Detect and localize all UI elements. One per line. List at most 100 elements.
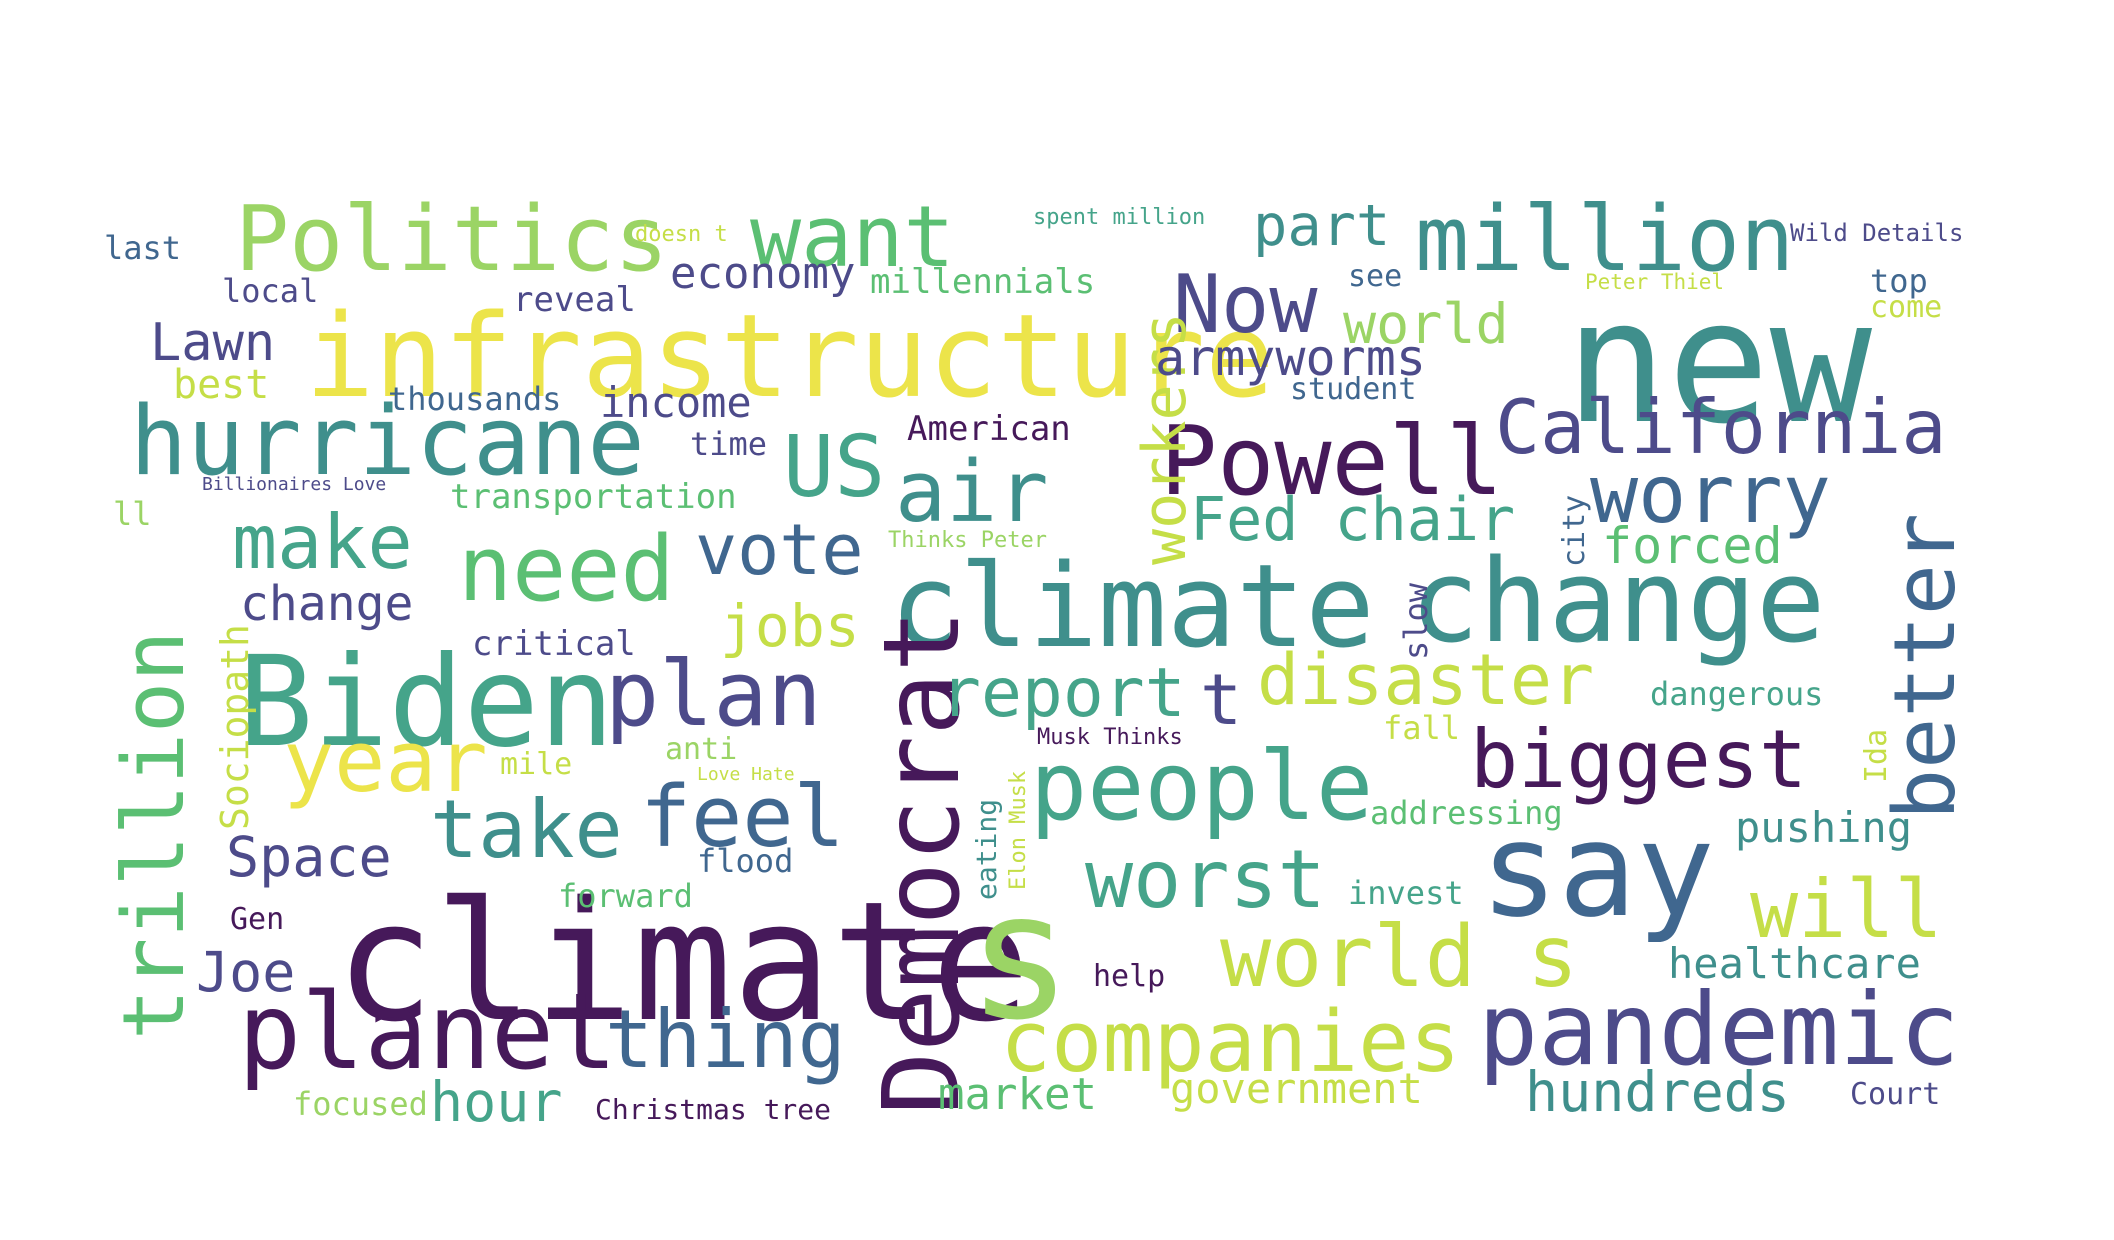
word-time: time — [690, 425, 768, 463]
word-companies: companies — [1000, 993, 1461, 1092]
word-love-hate: Love Hate — [697, 764, 795, 785]
word-report: report — [940, 654, 1186, 733]
word-thing: thing — [605, 993, 846, 1086]
word-mile: mile — [500, 747, 573, 782]
word-take: take — [430, 783, 623, 876]
word-flood: flood — [697, 842, 794, 880]
word-top: top — [1870, 262, 1928, 300]
word-economy: economy — [670, 248, 856, 299]
word-see: see — [1348, 259, 1403, 294]
word-government: government — [1170, 1064, 1423, 1113]
word-transportation: transportation — [450, 477, 737, 517]
word-say: say — [1480, 794, 1715, 946]
word-space: Space — [226, 825, 392, 889]
word-disaster: disaster — [1257, 639, 1595, 721]
word-invest: invest — [1348, 874, 1464, 912]
word-pandemic: pandemic — [1478, 971, 1960, 1088]
word-dangerous: dangerous — [1650, 675, 1824, 713]
word-worry: worry — [1590, 448, 1831, 541]
word-armyworms: armyworms — [1155, 329, 1426, 387]
word-trillion: trillion — [105, 630, 204, 1040]
word-court: Court — [1850, 1077, 1941, 1112]
word-peter-thiel: Peter Thiel — [1585, 270, 1725, 294]
word-us: US — [783, 418, 886, 517]
word-anti: anti — [665, 732, 738, 767]
word-market: market — [938, 1069, 1097, 1120]
word-need: need — [458, 517, 675, 622]
word-sociopath: Sociopath — [213, 624, 257, 830]
word-lawn: Lawn — [150, 313, 276, 373]
word-christmas-tree: Christmas tree — [595, 1093, 832, 1126]
word-american: American — [907, 409, 1071, 449]
word-biggest: biggest — [1470, 713, 1808, 806]
word-now: Now — [1173, 258, 1318, 351]
word-healthcare: healthcare — [1668, 939, 1921, 988]
word-fall: fall — [1383, 709, 1461, 747]
word-t: t — [1200, 659, 1243, 741]
word-politics: Politics — [235, 187, 669, 292]
word-income: income — [600, 378, 752, 427]
word-hour: hour — [430, 1070, 563, 1134]
word-forced: forced — [1602, 517, 1783, 575]
word-biden: Biden — [238, 630, 615, 775]
word-billionaires-love: Billionaires Love — [202, 474, 387, 495]
word-climate: climate — [335, 866, 1031, 1058]
word-forward: forward — [558, 877, 693, 915]
word-worst: worst — [1085, 833, 1326, 926]
word-will: will — [1750, 863, 1943, 956]
word-vote: vote — [695, 509, 864, 591]
word-better: better — [1876, 512, 1975, 820]
word-s: s — [967, 856, 1073, 1059]
word-addressing: addressing — [1370, 794, 1563, 832]
word-change: change — [1410, 535, 1826, 669]
word-student: student — [1290, 372, 1417, 407]
word-thousands: thousands — [388, 380, 562, 418]
word-spent-million: spent million — [1033, 205, 1206, 230]
word-hundreds: hundreds — [1525, 1060, 1790, 1124]
word-reveal: reveal — [513, 280, 636, 320]
word-eating: eating — [970, 798, 1003, 900]
word-want: want — [750, 188, 955, 287]
word-hurricane: hurricane — [130, 387, 645, 497]
word-climate: climate — [890, 540, 1375, 674]
word-world: world — [1343, 292, 1509, 356]
word-air: air — [895, 443, 1049, 542]
word-planet: planet — [238, 971, 618, 1093]
word-city: city — [1557, 494, 1592, 567]
word-come: come — [1870, 290, 1943, 325]
word-best: best — [173, 362, 270, 408]
word-feel: feel — [640, 768, 845, 867]
word-last: last — [104, 229, 182, 267]
word-jobs: jobs — [720, 592, 860, 660]
word-local: local — [222, 272, 319, 310]
word-joe: Joe — [196, 940, 296, 1004]
word-help: help — [1093, 959, 1166, 994]
word-wild-details: Wild Details — [1790, 219, 1964, 247]
word-ida: Ida — [1859, 728, 1894, 783]
word-infrastructure: infrastructure — [305, 290, 1275, 424]
word-focused: focused — [293, 1085, 428, 1123]
word-california: California — [1495, 383, 1947, 471]
word-new: new — [1565, 264, 1873, 462]
word-slow: slow — [1397, 582, 1435, 660]
word-change: change — [240, 576, 414, 632]
word-elon-musk: Elon Musk — [1006, 770, 1031, 890]
word-plan: plan — [605, 642, 822, 747]
word-year: year — [283, 713, 488, 812]
word-critical: critical — [472, 624, 636, 664]
word-millennials: millennials — [870, 262, 1096, 302]
word-pushing: pushing — [1735, 803, 1913, 852]
word-gen: Gen — [230, 902, 285, 937]
word-doesn-t: doesn t — [635, 222, 728, 247]
word-part: part — [1253, 193, 1391, 259]
word-musk-thinks: Musk Thinks — [1037, 725, 1183, 750]
word-people: people — [1030, 732, 1374, 842]
word-thinks-peter: Thinks Peter — [888, 528, 1047, 553]
word-world-s: world s — [1220, 908, 1579, 1007]
word-million: million — [1415, 187, 1795, 292]
word-ll: ll — [113, 495, 152, 533]
word-make: make — [232, 498, 413, 586]
word-powell: Powell — [1160, 407, 1504, 517]
word-fed-chair: Fed chair — [1190, 485, 1516, 555]
